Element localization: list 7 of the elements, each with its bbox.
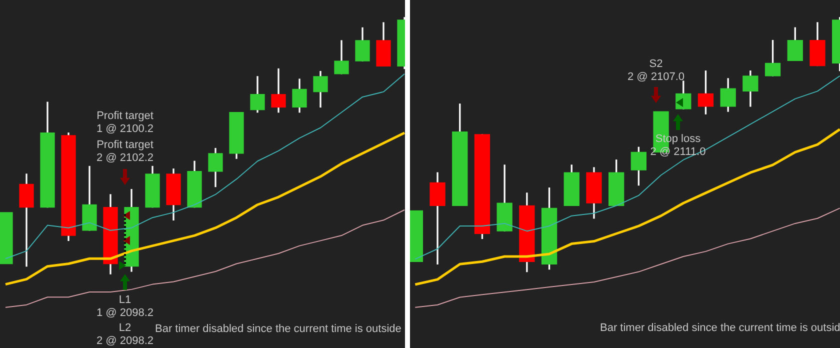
text: L2 2 @ 2098.2 <box>96 322 154 348</box>
annotation: Profit target 2 @ 2102.2 <box>96 139 154 165</box>
annotation: Profit target 1 @ 2100.2 <box>96 110 154 136</box>
text: L1 1 @ 2098.2 <box>96 294 154 320</box>
annotation: S2 2 @ 2107.0 <box>627 58 685 84</box>
text: Bar timer disabled since the current time is outsid <box>600 322 840 335</box>
text: Bar timer disabled since the current time is outside <box>155 323 402 336</box>
